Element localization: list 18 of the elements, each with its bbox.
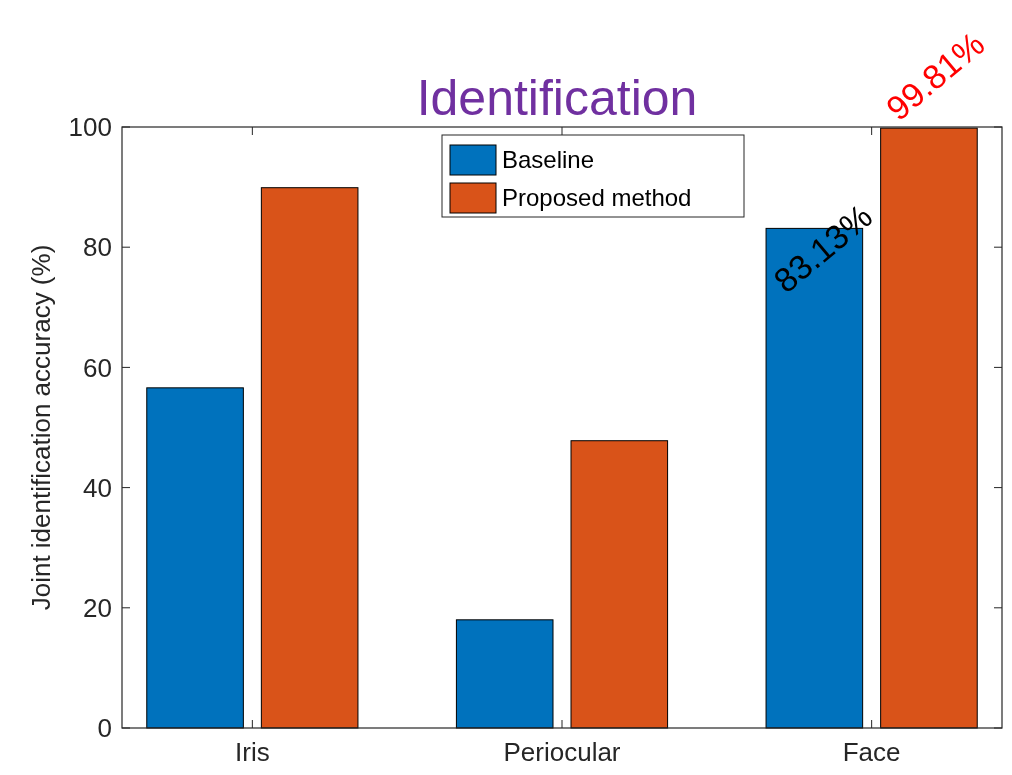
y-axis-title: Joint identification accuracy (%) — [26, 244, 56, 611]
x-tick-label: Iris — [235, 737, 270, 767]
y-tick-label: 40 — [83, 472, 112, 503]
bar — [570, 440, 669, 729]
bar — [260, 187, 359, 729]
bar — [146, 387, 244, 729]
y-tick-label: 100 — [68, 112, 112, 143]
x-tick-label: Periocular — [503, 737, 621, 767]
y-tick-label: 60 — [83, 352, 112, 383]
legend-label: Proposed method — [502, 184, 692, 212]
y-tick-label: 20 — [83, 592, 112, 623]
bar — [455, 619, 554, 729]
legend-label: Baseline — [502, 146, 595, 174]
chart-title: Identification — [416, 70, 698, 126]
x-tick-label: Face — [842, 737, 901, 767]
bar — [880, 127, 978, 729]
y-tick-label: 0 — [97, 713, 112, 744]
y-tick-label: 80 — [83, 232, 112, 263]
